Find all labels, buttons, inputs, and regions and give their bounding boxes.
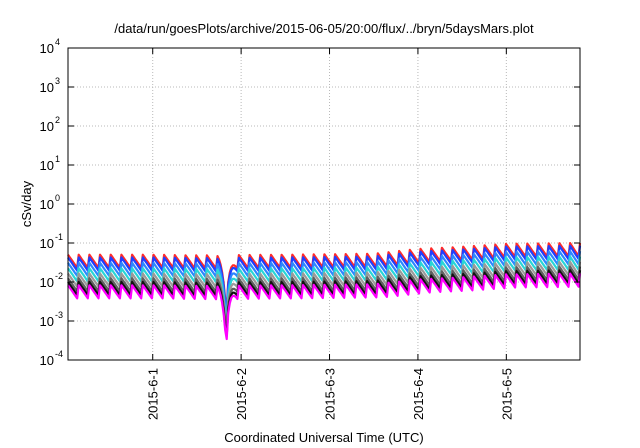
- chart-title: /data/run/goesPlots/archive/2015-06-05/2…: [114, 21, 534, 36]
- y-tick-exponent: -2: [55, 271, 63, 281]
- y-tick-label: 104: [40, 37, 60, 56]
- y-tick-label: 100: [40, 193, 60, 212]
- series-line: [67, 250, 582, 318]
- y-tick-exponent: -4: [55, 349, 63, 359]
- y-tick-exponent: 2: [55, 115, 60, 125]
- y-tick-exponent: 4: [55, 37, 60, 47]
- series-line: [67, 255, 582, 324]
- y-axis-label: cSv/day: [19, 180, 34, 227]
- x-tick-label: 2015-6-1: [146, 368, 161, 420]
- y-tick-label: 10-1: [40, 232, 63, 251]
- x-axis-label: Coordinated Universal Time (UTC): [224, 430, 423, 445]
- series-line: [67, 244, 582, 313]
- y-tick-exponent: -3: [55, 310, 63, 320]
- series-line: [67, 265, 582, 334]
- x-tick-label: 2015-6-3: [323, 368, 338, 420]
- y-tick-label: 10-3: [40, 310, 63, 329]
- ticks: [68, 47, 580, 361]
- series-line: [67, 269, 582, 337]
- series-line: [67, 242, 582, 310]
- y-tick-label: 101: [40, 154, 60, 173]
- x-tick-label: 2015-6-4: [411, 368, 426, 420]
- y-tick-exponent: -1: [55, 232, 63, 242]
- series-layer: [67, 242, 582, 341]
- series-line: [67, 260, 582, 329]
- y-tick-exponent: 3: [55, 76, 60, 86]
- y-tick-label: 102: [40, 115, 60, 134]
- y-tick-label: 10-4: [40, 349, 63, 368]
- y-tick-exponent: 1: [55, 154, 60, 164]
- grid: [68, 48, 580, 360]
- x-tick-label: 2015-6-5: [499, 368, 514, 420]
- y-tick-label: 103: [40, 76, 60, 95]
- x-tick-label: 2015-6-2: [234, 368, 249, 420]
- y-tick-exponent: 0: [55, 193, 60, 203]
- x-tick-labels: 2015-6-1 2015-6-2 2015-6-3 2015-6-4 2015-6-5: [146, 368, 515, 420]
- y-tick-label: 10-2: [40, 271, 63, 290]
- series-line: [67, 272, 582, 341]
